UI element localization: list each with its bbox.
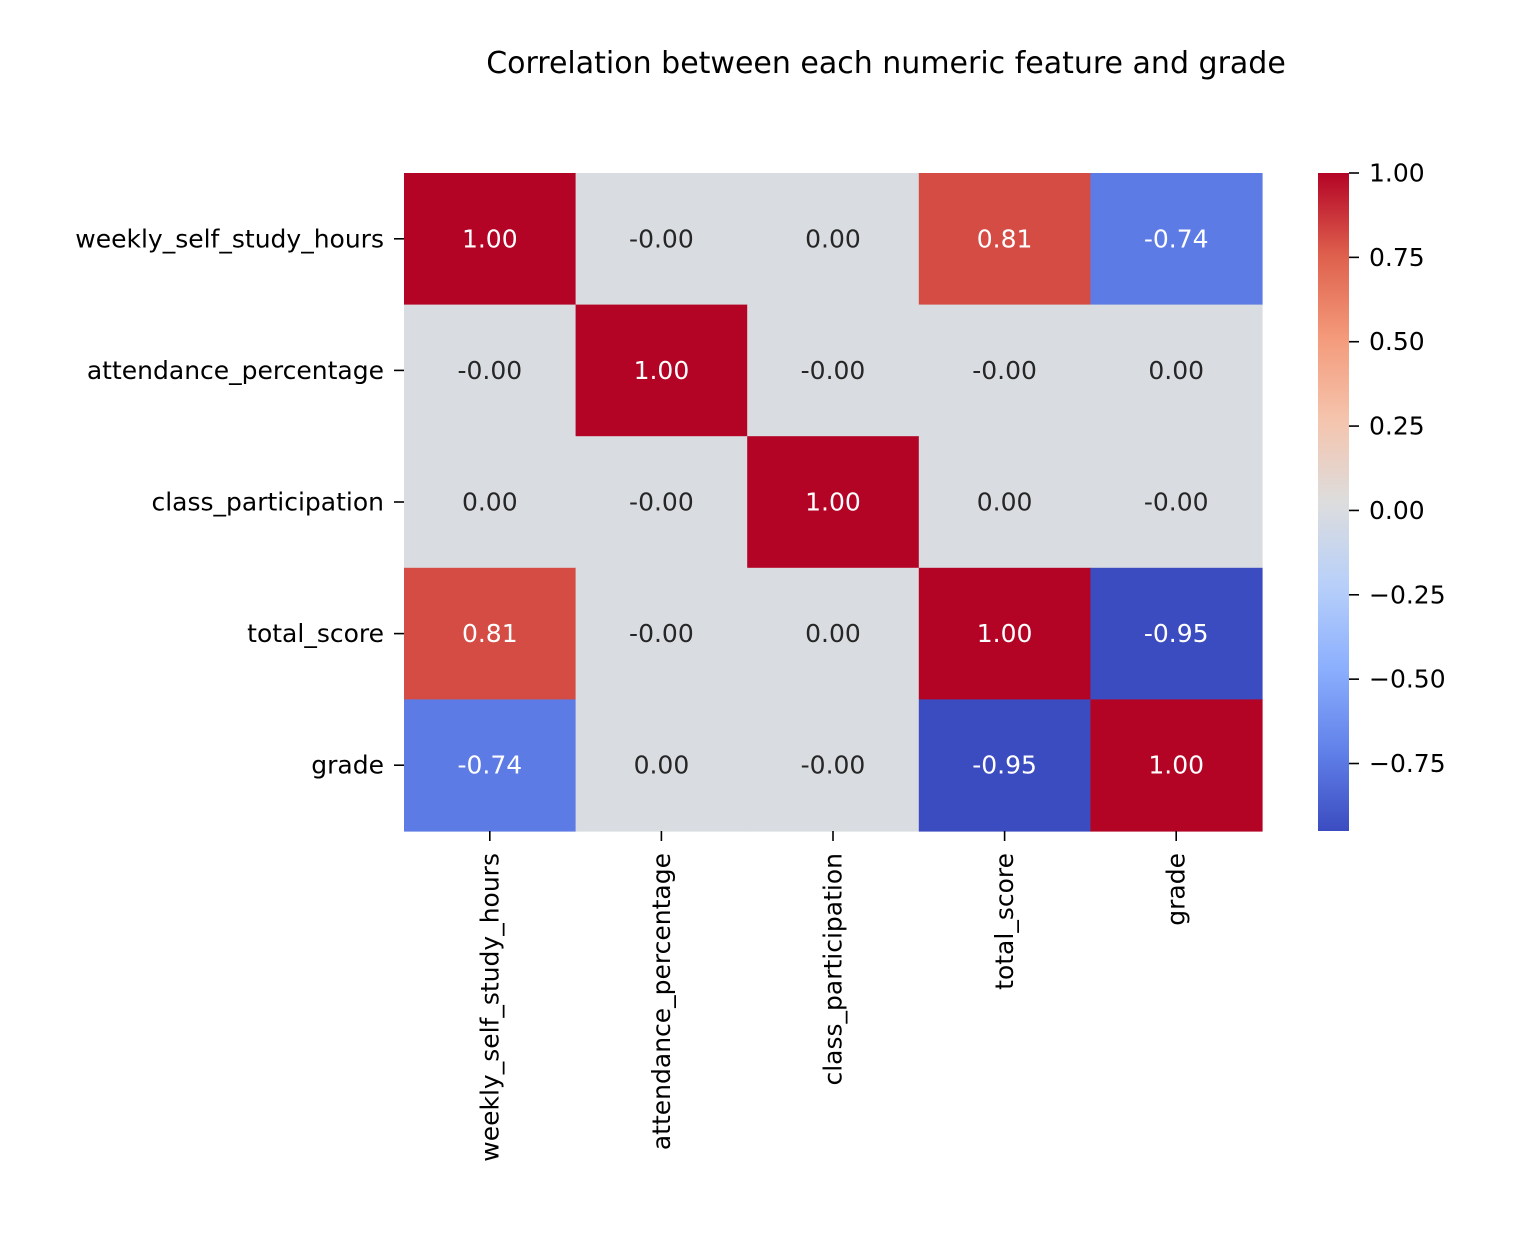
colorbar-tick-label: 0.00 — [1369, 496, 1425, 525]
colorbar-tick-label: 0.50 — [1369, 327, 1425, 356]
colorbar-tick-label: 0.25 — [1369, 412, 1425, 441]
heatmap-cell — [1090, 436, 1263, 569]
cell-value-label: 0.00 — [1148, 356, 1204, 385]
heatmap-cell — [575, 436, 748, 569]
cell-value-label: -0.00 — [801, 751, 866, 780]
cell-value-label: 0.00 — [977, 488, 1033, 517]
heatmap-cell — [747, 567, 920, 700]
colorbar-tick-label: −0.25 — [1369, 580, 1446, 609]
heatmap-cell — [404, 567, 577, 700]
cell-value-label: 0.81 — [977, 224, 1033, 253]
colorbar: 1.00 0.75 0.50 0.25 0.00 −0.25 −0.50 −0.75 — [1318, 159, 1446, 831]
heatmap-cell — [1090, 699, 1263, 832]
cell-annotations: 1.00 -0.00 0.00 0.81 -0.74 -0.00 1.00 -0.00 -0.0… — [457, 224, 1208, 779]
cell-value-label: 1.00 — [1148, 751, 1204, 780]
x-tick-label: total_score — [990, 853, 1019, 990]
cell-value-label: 0.81 — [462, 619, 518, 648]
cell-value-label: 0.00 — [634, 751, 690, 780]
heatmap-cell — [404, 699, 577, 832]
heatmap-cell — [747, 699, 920, 832]
heatmap-cell — [918, 304, 1091, 437]
x-tick-label: weekly_self_study_hours — [475, 853, 504, 1162]
cell-value-label: -0.00 — [457, 356, 522, 385]
heatmap-cell — [1090, 304, 1263, 437]
cell-value-label: 1.00 — [805, 488, 861, 517]
heatmap-cell — [404, 173, 577, 306]
colorbar-tick-label: 0.75 — [1369, 243, 1425, 272]
cell-value-label: 1.00 — [977, 619, 1033, 648]
heatmap-cell — [918, 436, 1091, 569]
y-tick-label: class_participation — [151, 488, 384, 517]
cell-value-label: -0.00 — [629, 619, 694, 648]
cell-value-label: 0.00 — [462, 488, 518, 517]
cell-value-label: -0.00 — [801, 356, 866, 385]
heatmap-cell — [1090, 173, 1263, 306]
heatmap-cell — [747, 173, 920, 306]
x-tick-label: attendance_percentage — [647, 853, 676, 1150]
heatmap-cells — [404, 173, 1263, 832]
heatmap-cell — [575, 567, 748, 700]
heatmap-cell — [747, 436, 920, 569]
colorbar-gradient — [1318, 173, 1349, 831]
y-tick-label: attendance_percentage — [87, 356, 384, 385]
heatmap-cell — [918, 699, 1091, 832]
cell-value-label: 0.00 — [805, 619, 861, 648]
cell-value-label: 1.00 — [462, 224, 518, 253]
heatmap-cell — [575, 699, 748, 832]
heatmap-cell — [918, 173, 1091, 306]
cell-value-label: -0.00 — [972, 356, 1037, 385]
x-tick-label: grade — [1162, 853, 1191, 926]
colorbar-tick-label: −0.50 — [1369, 665, 1446, 694]
cell-value-label: 0.00 — [805, 224, 861, 253]
cell-value-label: -0.95 — [972, 751, 1037, 780]
cell-value-label: -0.00 — [629, 224, 694, 253]
x-axis: weekly_self_study_hours attendance_percen… — [475, 831, 1191, 1162]
heatmap-cell — [404, 436, 577, 569]
y-tick-label: total_score — [247, 619, 384, 648]
chart-title: Correlation between each numeric feature… — [486, 46, 1286, 81]
heatmap-cell — [918, 567, 1091, 700]
heatmap-cell — [747, 304, 920, 437]
y-tick-label: weekly_self_study_hours — [75, 224, 384, 253]
colorbar-tick-label: 1.00 — [1369, 159, 1425, 188]
x-tick-label: class_participation — [819, 853, 848, 1086]
cell-value-label: 1.00 — [634, 356, 690, 385]
cell-value-label: -0.95 — [1144, 619, 1209, 648]
y-axis: weekly_self_study_hours attendance_percen… — [75, 224, 404, 780]
heatmap-cell — [575, 304, 748, 437]
heatmap-cell — [575, 173, 748, 306]
heatmap-cell — [404, 304, 577, 437]
heatmap-cell — [1090, 567, 1263, 700]
cell-value-label: -0.74 — [1144, 224, 1209, 253]
cell-value-label: -0.00 — [1144, 488, 1209, 517]
cell-value-label: -0.74 — [457, 751, 522, 780]
colorbar-tick-label: −0.75 — [1369, 749, 1446, 778]
y-tick-label: grade — [311, 751, 384, 780]
cell-value-label: -0.00 — [629, 488, 694, 517]
